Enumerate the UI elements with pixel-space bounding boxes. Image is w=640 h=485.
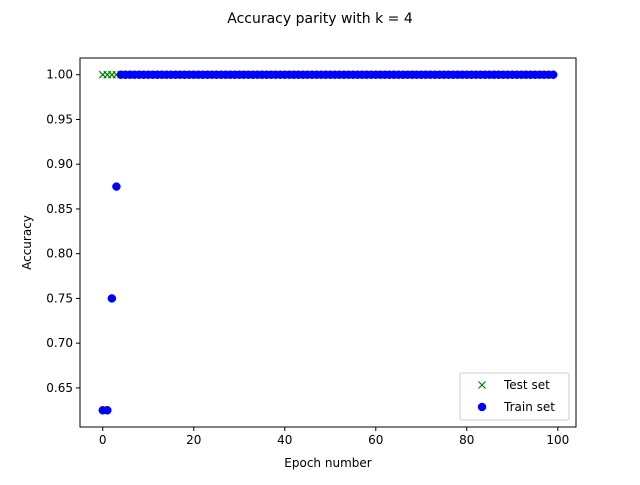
data-marks (98, 70, 558, 415)
x-axis: 0 20 40 60 80 100 (99, 427, 569, 447)
x-tick-label: 0 (99, 433, 107, 447)
legend-train-set-marker (477, 402, 487, 412)
legend-entry-test-set: Test set (478, 378, 550, 392)
x-tick-label: 100 (546, 433, 569, 447)
legend-test-set-label: Test set (503, 378, 550, 392)
train-set-point (548, 70, 558, 79)
legend-entry-train-set: Train set (477, 400, 555, 414)
y-axis: 0.65 0.70 0.75 0.80 0.85 0.90 0.95 1.00 (46, 68, 80, 395)
legend-train-set-label: Train set (503, 400, 555, 414)
train-set-point (112, 182, 121, 191)
train-set-point (107, 294, 117, 303)
y-axis-label: Accuracy (20, 215, 34, 270)
legend-test-set-marker (478, 381, 486, 389)
x-tick-label: 60 (368, 433, 383, 447)
y-tick-label: 0.70 (46, 336, 73, 350)
y-tick-label: 0.65 (46, 381, 73, 395)
y-tick-label: 0.80 (46, 247, 73, 261)
x-tick-label: 40 (277, 433, 292, 447)
legend-box (459, 372, 570, 421)
train-set-point (103, 406, 112, 415)
chart-title: Accuracy parity with k = 4 (227, 11, 413, 27)
y-tick-label: 0.90 (46, 157, 73, 171)
y-tick-label: 0.95 (46, 112, 73, 126)
x-tick-label: 20 (186, 433, 201, 447)
legend: Test set Train set (459, 372, 570, 421)
plot-area-frame (79, 57, 577, 428)
x-axis-label: Epoch number (284, 456, 371, 470)
y-tick-label: 1.00 (46, 68, 73, 82)
y-tick-label: 0.75 (46, 291, 73, 305)
x-tick-label: 80 (459, 433, 474, 447)
y-tick-label: 0.85 (46, 202, 73, 216)
